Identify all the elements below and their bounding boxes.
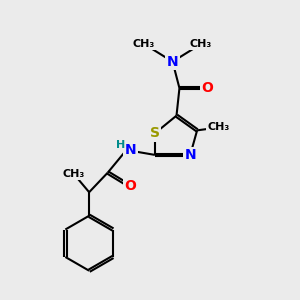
Text: N: N: [124, 143, 136, 157]
Text: O: O: [201, 81, 213, 95]
Text: CH₃: CH₃: [190, 39, 212, 49]
Text: N: N: [167, 55, 178, 69]
Text: H: H: [116, 140, 125, 150]
Text: S: S: [150, 126, 160, 140]
Text: CH₃: CH₃: [133, 39, 155, 49]
Text: CH₃: CH₃: [208, 122, 230, 132]
Text: CH₃: CH₃: [62, 169, 85, 178]
Text: O: O: [124, 179, 136, 193]
Text: N: N: [184, 148, 196, 162]
